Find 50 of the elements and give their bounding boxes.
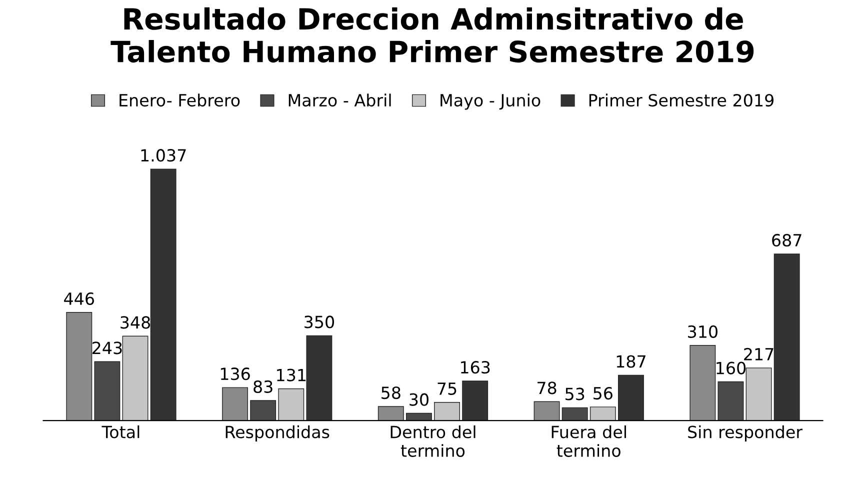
data-label: 136 (220, 368, 250, 380)
data-label: 310 (688, 325, 718, 338)
bar (94, 361, 120, 421)
bar (406, 412, 432, 421)
x-tick-label: Dentro del termino (390, 425, 476, 457)
bar (122, 336, 148, 421)
x-tick-label: Fuera del termino (552, 425, 626, 457)
data-label: 75 (438, 382, 456, 395)
bar (774, 254, 800, 421)
x-tick-label: Respondidas (226, 425, 330, 442)
legend-label: Primer Semestre 2019 (589, 94, 774, 107)
data-label: 217 (744, 348, 774, 360)
x-tick-label: Total (102, 425, 140, 438)
data-label: 58 (382, 386, 400, 400)
data-label: 687 (772, 234, 802, 247)
bar (534, 401, 560, 421)
data-label: 56 (594, 386, 612, 400)
chart-title: Resultado Dreccion Adminsitrativo de Talento Humano Primer Semestre 2019 (110, 7, 754, 63)
bar (562, 407, 588, 421)
data-label: 348 (120, 316, 150, 329)
bar (66, 312, 92, 421)
bar (690, 345, 716, 421)
bar (222, 387, 248, 421)
bar (250, 400, 276, 421)
legend-label: Marzo - Abril (288, 94, 391, 107)
data-label: 187 (616, 355, 646, 368)
bar (618, 374, 644, 421)
data-label: 30 (410, 393, 428, 406)
bar (306, 335, 332, 421)
data-label: 160 (716, 362, 746, 374)
data-label: 53 (566, 388, 584, 400)
legend-label: Enero- Febrero (120, 94, 240, 107)
legend-label: Mayo - Junio (440, 94, 540, 110)
x-tick-label: Sin responder (688, 425, 803, 442)
bar (746, 368, 772, 421)
data-label: 243 (92, 342, 122, 354)
bar (718, 381, 744, 421)
data-label: 78 (538, 382, 556, 394)
data-label: 1.037 (141, 149, 186, 162)
bar (590, 406, 616, 421)
bar (434, 402, 460, 421)
data-label: 83 (254, 380, 272, 394)
bar (150, 168, 176, 421)
data-label: 350 (304, 316, 334, 328)
data-label: 163 (461, 361, 490, 374)
bar (462, 380, 488, 421)
data-label: 131 (277, 368, 306, 382)
bar (278, 388, 304, 421)
data-label: 446 (64, 292, 94, 305)
bar (378, 406, 404, 421)
